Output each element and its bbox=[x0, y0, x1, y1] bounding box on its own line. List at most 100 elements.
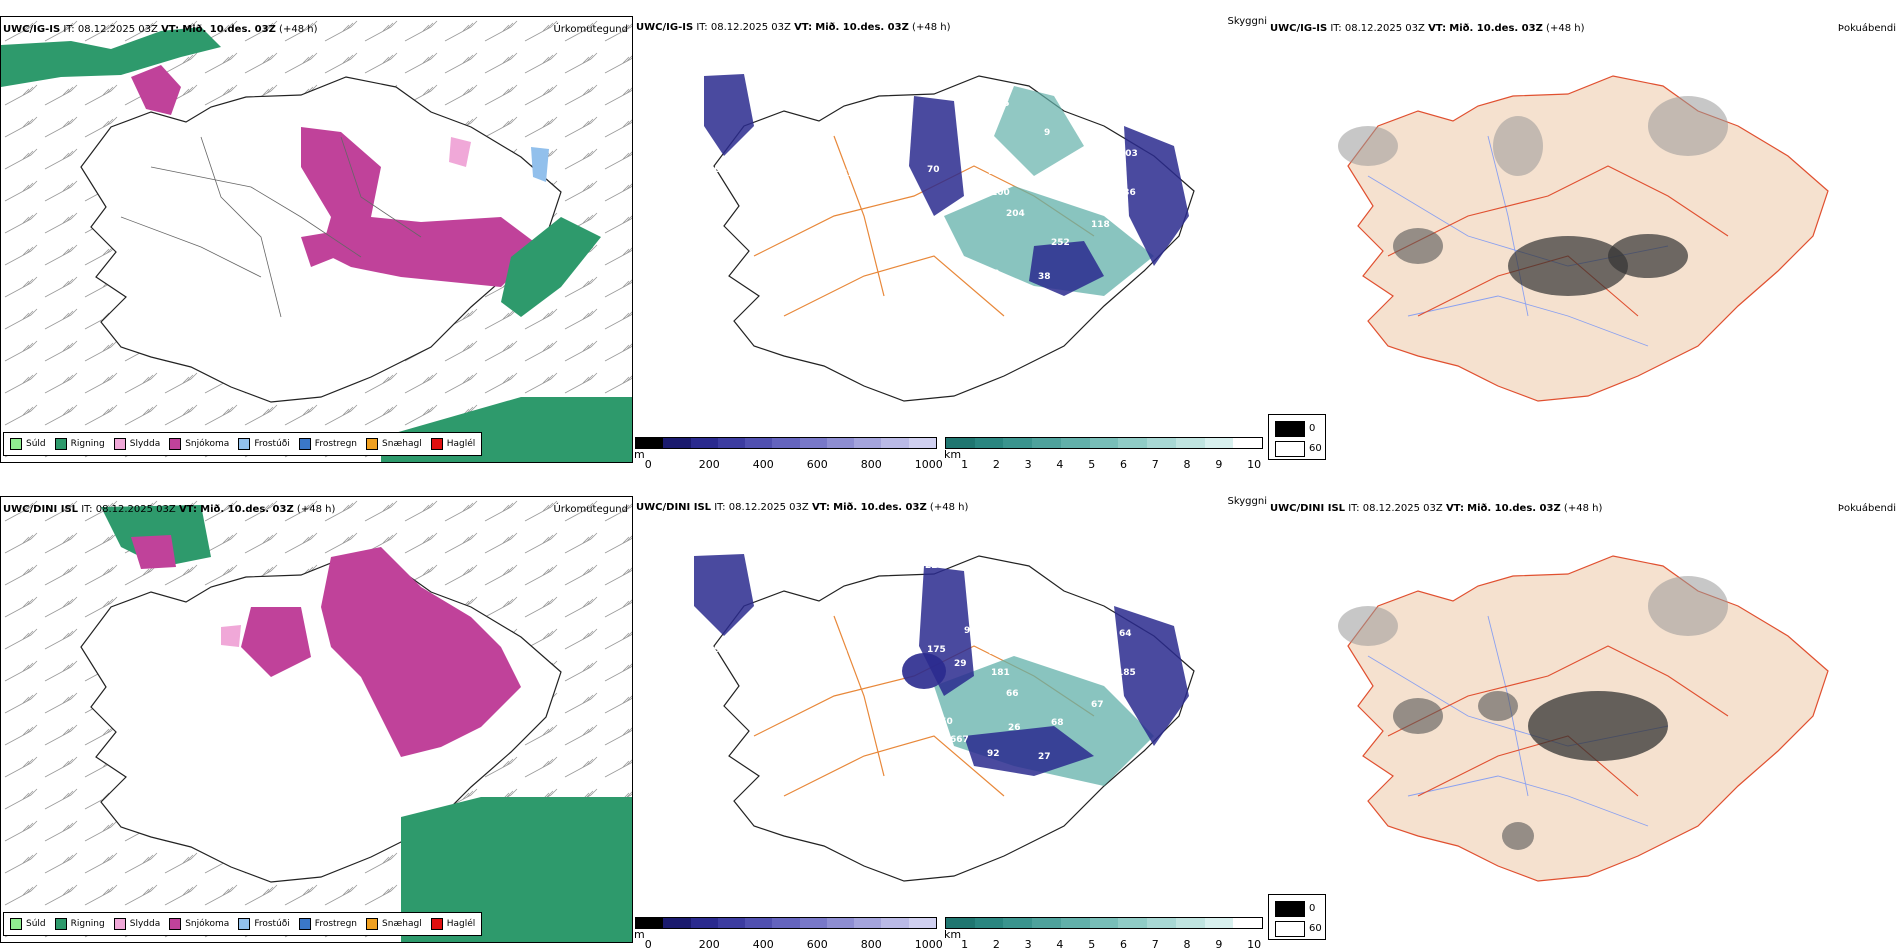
cloud-header: UWC/DINI ISL IT: 08.12.2025 03Z VT: Mið.… bbox=[1270, 503, 1603, 514]
snow-depth-label: 91 bbox=[988, 167, 1001, 177]
precip-legend: Súld Rigning Slydda Snjókoma Frostúði Frostre… bbox=[3, 912, 483, 936]
snow-depth-label: 78 bbox=[988, 647, 1001, 657]
colorbar-segment-9 bbox=[1204, 918, 1234, 928]
legend-swatch bbox=[54, 438, 67, 450]
legend-label: Rigning bbox=[70, 439, 105, 449]
legend-label: Snjókoma bbox=[185, 439, 230, 449]
colorbar-segment-7 bbox=[826, 438, 855, 448]
legend-label: Súld bbox=[26, 919, 46, 929]
colorbar-segment-9 bbox=[881, 438, 909, 448]
snow-depth-label: 89 bbox=[987, 800, 1000, 810]
snow-depth-colorbar bbox=[635, 437, 937, 449]
colorbar-segment-7 bbox=[826, 918, 855, 928]
legend-item-2: Slydda bbox=[113, 438, 160, 450]
snow-depth-label: 9 bbox=[1044, 128, 1050, 138]
snow-depth-label: 76 bbox=[838, 560, 851, 570]
snow-depth-label: 70 bbox=[1204, 677, 1217, 687]
snow-depth-label: 108 bbox=[884, 161, 903, 171]
snow-depth-ticks: m 0 200 400 600 800 1000 bbox=[634, 448, 943, 471]
colorbar-segment-5 bbox=[772, 438, 800, 448]
snow-depth-label: 16 bbox=[1204, 197, 1217, 207]
cloud-fog-legend: 0 60 bbox=[1268, 414, 1326, 460]
snow-depth-label: 52 bbox=[896, 334, 909, 344]
tick-label: 8 bbox=[1183, 938, 1191, 951]
legend-swatch bbox=[298, 918, 311, 930]
snow-depth-label: 164 bbox=[1204, 621, 1223, 631]
snow-depth-label: 175 bbox=[927, 645, 946, 655]
legend-item-6: Snæhagl bbox=[366, 918, 422, 930]
snow-depth-label: 117 bbox=[842, 301, 861, 311]
precip-type-map bbox=[1, 17, 632, 462]
precip-type-panel-ig: UWC/IG-IS IT: 08.12.2025 03Z VT: Mið. 10… bbox=[0, 16, 633, 463]
tick-label: 5 bbox=[1088, 938, 1096, 951]
tick-label: 400 bbox=[752, 938, 774, 951]
legend-swatch bbox=[238, 438, 251, 450]
legend-swatch bbox=[54, 918, 67, 930]
snow-visibility-map: 66 105 99 27 22 64 57 76 61 71 78 92 12 185 37 220 21 59 1… bbox=[694, 554, 1223, 882]
legend-swatch bbox=[298, 438, 311, 450]
tick-label: 7 bbox=[1151, 938, 1159, 951]
legend-item-3: Snjókoma bbox=[169, 918, 229, 930]
colorbar-segment-8 bbox=[1175, 918, 1205, 928]
tick-label: 0 bbox=[644, 938, 652, 951]
snow-depth-label: 68 bbox=[1051, 718, 1064, 728]
colorbar-segment-0 bbox=[946, 438, 975, 448]
precip-legend: Súld Rigning Slydda Snjókoma Frostúði Frostre… bbox=[3, 432, 483, 456]
snow-depth-label: 92 bbox=[987, 749, 1000, 759]
tick-label: 8 bbox=[1183, 458, 1191, 471]
legend-label: Haglél bbox=[446, 439, 476, 449]
snow-header-ig: UWC/IG-IS IT: 08.12.2025 03Z VT: Mið. 10… bbox=[636, 22, 951, 33]
snow-depth-label: 96 bbox=[950, 255, 963, 265]
snow-depth-label: 99 bbox=[964, 626, 977, 636]
colorbar-segment-6 bbox=[1118, 918, 1148, 928]
legend-label: Frostregn bbox=[314, 439, 358, 449]
snow-depth-label: 70 bbox=[927, 165, 940, 175]
snow-depth-label: 252 bbox=[1051, 238, 1070, 248]
colorbar-segment-2 bbox=[1003, 438, 1033, 448]
iceland-outline bbox=[713, 75, 1195, 402]
colorbar-segment-0 bbox=[636, 918, 664, 928]
colorbar-segment-10 bbox=[1233, 918, 1263, 928]
colorbar-segment-4 bbox=[745, 438, 773, 448]
snow-depth-label: 69 bbox=[838, 80, 851, 90]
snow-depth-label: 96 bbox=[694, 216, 707, 226]
legend-item-0: Súld bbox=[10, 918, 46, 930]
snow-depth-label: 220 bbox=[925, 561, 944, 571]
legend-swatch bbox=[430, 918, 443, 930]
snow-depth-label: 85 bbox=[1044, 608, 1057, 618]
snow-depth-label: 667 bbox=[950, 735, 969, 745]
legend-label: Snjókoma bbox=[185, 919, 230, 929]
cloud-fog-title: Þokuábendi bbox=[1837, 23, 1896, 34]
colorbar-segment-8 bbox=[854, 918, 882, 928]
snow-visibility-panel-dini: 66 105 99 27 22 64 57 76 61 71 78 92 12 185 37 220 21 59 1… bbox=[634, 496, 1267, 943]
visibility-title: Skyggni bbox=[1227, 496, 1267, 507]
tick-label: 7 bbox=[1151, 458, 1159, 471]
snow-visibility-map: 204 51 10 38 73 103 52 69 111 13 91 92 161 136 117 119 1… bbox=[694, 74, 1223, 402]
precip-header: UWC/DINI ISL IT: 08.12.2025 03Z VT: Mið.… bbox=[3, 504, 336, 515]
snow-depth-label: 55 bbox=[997, 99, 1010, 109]
legend-label: Slydda bbox=[129, 919, 161, 929]
cloud-fog-map bbox=[1338, 75, 1829, 402]
snow-depth-label: 61 bbox=[1204, 745, 1217, 755]
colorbar-segment-2 bbox=[690, 918, 718, 928]
colorbar-segment-5 bbox=[1089, 918, 1119, 928]
legend-label: Snæhagl bbox=[382, 919, 422, 929]
snow-depth-label: 124 bbox=[1147, 303, 1166, 313]
snow-depth-label: 100 bbox=[991, 188, 1010, 198]
precip-header: UWC/IG-IS IT: 08.12.2025 03Z VT: Mið. 10… bbox=[3, 24, 318, 35]
legend-item-2: Slydda bbox=[113, 918, 161, 930]
tick-label: 1000 bbox=[914, 938, 943, 951]
legend-swatch bbox=[238, 918, 251, 930]
colorbar-segment-4 bbox=[1060, 438, 1090, 448]
snow-depth-label: 44 bbox=[845, 683, 858, 693]
snow-depth-label: 84 bbox=[821, 709, 834, 719]
legend-swatch bbox=[113, 438, 126, 450]
precip-type-title: Úrkomutegund bbox=[553, 504, 628, 515]
colorbar-segment-10 bbox=[1233, 438, 1263, 448]
cloud-header: UWC/IG-IS IT: 08.12.2025 03Z VT: Mið. 10… bbox=[1270, 23, 1585, 34]
tick-label: 6 bbox=[1119, 938, 1127, 951]
snow-depth-label: 27 bbox=[1038, 752, 1051, 762]
visibility-colorbar bbox=[945, 917, 1263, 929]
snow-depth-label: 67 bbox=[1091, 700, 1104, 710]
snow-depth-ticks: m 0 200 400 600 800 1000 bbox=[634, 928, 943, 951]
